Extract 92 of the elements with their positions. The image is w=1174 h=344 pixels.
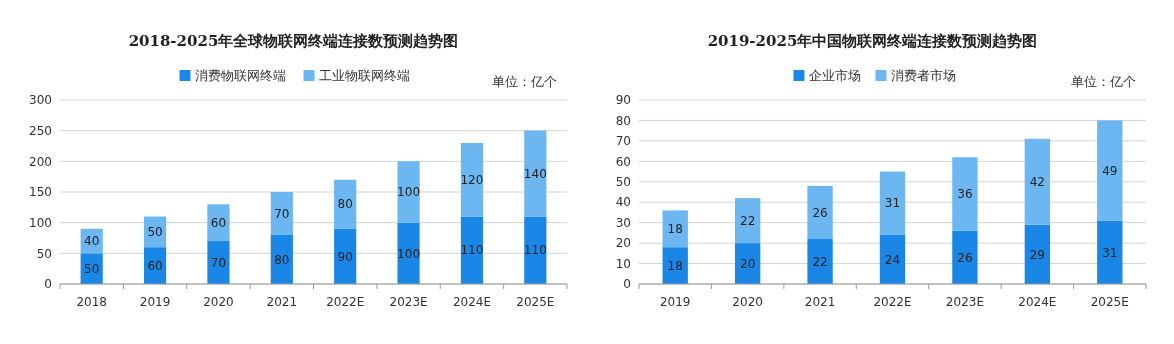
x-tick-label: 2021 bbox=[804, 295, 836, 309]
x-tick-label: 2019 bbox=[659, 295, 691, 309]
legend-label: 消费者市场 bbox=[890, 68, 956, 83]
x-tick-label: 2022E bbox=[326, 295, 365, 309]
bar bbox=[952, 157, 978, 231]
data-label: 70 bbox=[274, 206, 290, 221]
data-label: 22 bbox=[740, 213, 756, 228]
bar bbox=[1024, 138, 1051, 225]
y-tick-label: 20 bbox=[615, 236, 631, 251]
data-label: 50 bbox=[147, 225, 163, 240]
data-label: 140 bbox=[523, 166, 547, 181]
bar bbox=[270, 192, 293, 235]
data-label: 24 bbox=[884, 252, 901, 267]
bar bbox=[524, 130, 547, 217]
text: 单位：亿个 bbox=[492, 74, 557, 89]
data-label: 80 bbox=[337, 197, 353, 212]
data-label: 18 bbox=[667, 222, 683, 236]
x-tick-label: 2022E bbox=[873, 295, 912, 309]
bar bbox=[952, 230, 978, 284]
bar bbox=[1024, 224, 1051, 284]
x-tick-label: 2020 bbox=[203, 295, 234, 309]
data-label: 22 bbox=[812, 254, 828, 269]
text: 单位：亿个 bbox=[1071, 74, 1136, 89]
x-tick-label: 2019 bbox=[139, 295, 171, 309]
data-label: 31 bbox=[1102, 245, 1118, 260]
bar bbox=[807, 185, 833, 240]
data-label: 42 bbox=[1029, 174, 1045, 189]
bar bbox=[879, 171, 906, 235]
bar bbox=[734, 198, 761, 244]
legend-label: 消费物联网终端 bbox=[194, 68, 286, 83]
bar bbox=[460, 142, 484, 217]
data-label: 110 bbox=[460, 243, 484, 258]
y-tick-label: 70 bbox=[615, 134, 631, 149]
bar bbox=[662, 210, 688, 248]
bar bbox=[879, 234, 906, 284]
y-tick-label: 60 bbox=[615, 154, 631, 169]
data-label: 26 bbox=[957, 250, 973, 265]
data-label: 49 bbox=[1102, 163, 1118, 178]
x-tick-label: 2021 bbox=[266, 295, 298, 309]
data-label: 31 bbox=[884, 196, 901, 211]
data-label: 29 bbox=[1029, 247, 1045, 262]
y-tick-label: 10 bbox=[615, 256, 631, 271]
data-label: 60 bbox=[147, 258, 163, 273]
x-tick-label: 2025E bbox=[516, 295, 555, 309]
data-label: 90 bbox=[337, 249, 353, 264]
data-label: 100 bbox=[397, 185, 421, 200]
y-tick-label: 50 bbox=[615, 174, 631, 189]
y-tick-label: 90 bbox=[615, 93, 631, 108]
bar bbox=[1097, 120, 1123, 221]
bar bbox=[397, 222, 420, 284]
y-tick-label: 300 bbox=[29, 93, 52, 108]
bar bbox=[1097, 220, 1123, 284]
x-tick-label: 2024E bbox=[1018, 295, 1057, 309]
y-tick-label: 0 bbox=[44, 277, 52, 292]
data-label: 26 bbox=[812, 205, 828, 220]
y-tick-label: 200 bbox=[29, 154, 52, 169]
x-tick-label: 2020 bbox=[732, 295, 763, 309]
y-tick-label: 80 bbox=[615, 113, 631, 128]
x-tick-label: 2025E bbox=[1090, 295, 1129, 309]
data-label: 36 bbox=[957, 187, 973, 202]
y-tick-label: 150 bbox=[29, 185, 52, 200]
data-label: 60 bbox=[210, 215, 227, 230]
bar bbox=[207, 241, 230, 284]
x-tick-label: 2023E bbox=[389, 295, 428, 309]
data-label: 18 bbox=[667, 258, 683, 273]
data-label: 110 bbox=[523, 243, 547, 258]
bar bbox=[807, 239, 833, 284]
y-tick-label: 30 bbox=[615, 215, 631, 230]
data-label: 20 bbox=[740, 256, 756, 271]
y-tick-label: 50 bbox=[36, 246, 52, 261]
x-tick-label: 2024E bbox=[452, 295, 491, 309]
data-label: 50 bbox=[84, 261, 100, 276]
bar bbox=[397, 161, 420, 223]
data-label: 120 bbox=[460, 172, 484, 187]
chart-title: 2019-2025年中国物联网终端连接数预测趋势图 bbox=[707, 32, 1038, 50]
y-tick-label: 40 bbox=[615, 195, 631, 210]
legend-label: 工业物联网终端 bbox=[318, 68, 410, 83]
chart-title: 2018-2025年全球物联网终端连接数预测趋势图 bbox=[128, 32, 459, 50]
bar bbox=[334, 179, 357, 229]
data-label: 80 bbox=[274, 252, 290, 267]
data-label: 40 bbox=[84, 234, 100, 249]
legend-label: 企业市场 bbox=[808, 68, 861, 83]
y-tick-label: 0 bbox=[623, 277, 631, 292]
y-tick-label: 250 bbox=[29, 123, 52, 138]
bar bbox=[207, 204, 230, 242]
bar bbox=[524, 216, 547, 284]
y-tick-label: 100 bbox=[29, 215, 52, 230]
bar bbox=[460, 216, 484, 284]
data-label: 100 bbox=[397, 246, 421, 261]
data-label: 70 bbox=[210, 255, 227, 270]
x-tick-label: 2023E bbox=[945, 295, 984, 309]
x-tick-label: 2018 bbox=[76, 295, 107, 309]
